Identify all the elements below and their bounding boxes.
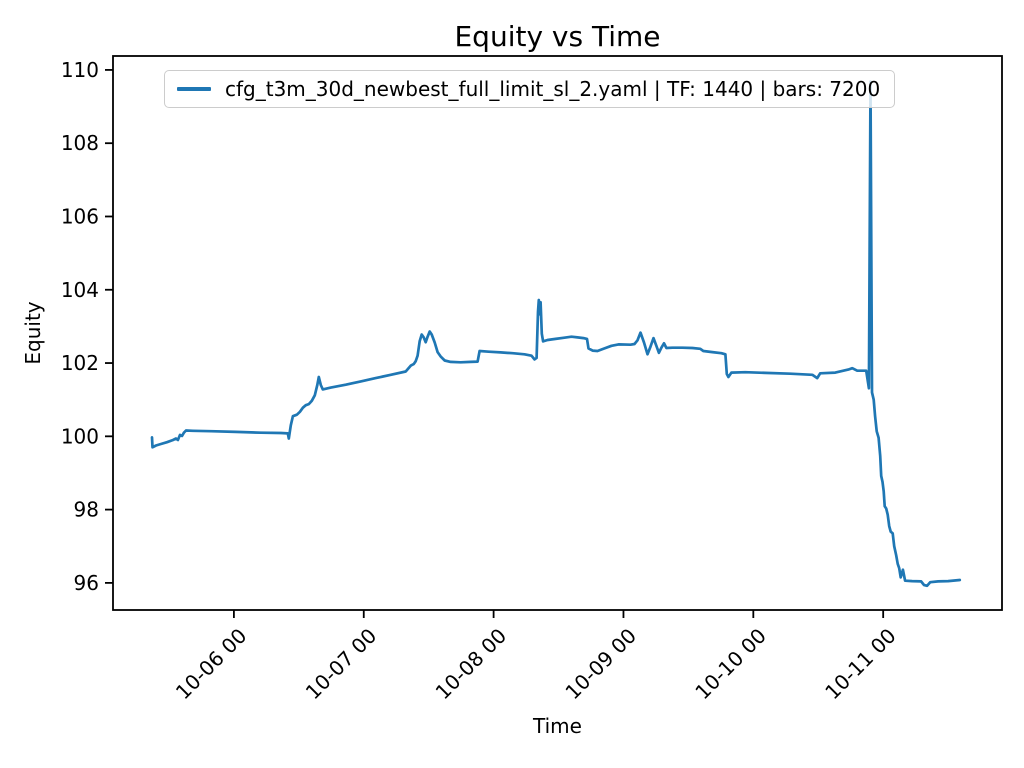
x-tick-label: 10-11 00	[820, 624, 901, 705]
y-tick-label: 110	[61, 58, 99, 82]
legend-line-sample	[177, 87, 211, 91]
y-tick-label: 96	[74, 571, 99, 595]
x-tick-label: 10-08 00	[431, 624, 512, 705]
x-tick-label: 10-07 00	[301, 624, 382, 705]
y-axis-label: Equity	[21, 301, 45, 365]
y-tick-label: 98	[74, 498, 99, 522]
y-tick-label: 102	[61, 351, 99, 375]
x-tick-label: 10-09 00	[560, 624, 641, 705]
chart-title: Equity vs Time	[454, 20, 661, 53]
y-tick-label: 104	[61, 278, 99, 302]
x-tick-label: 10-06 00	[171, 624, 252, 705]
y-tick-label: 100	[61, 424, 99, 448]
y-tick-label: 106	[61, 204, 99, 228]
legend: cfg_t3m_30d_newbest_full_limit_sl_2.yaml…	[164, 70, 896, 108]
x-axis-label: Time	[533, 714, 582, 738]
series-line	[150, 80, 962, 588]
plot-frame	[112, 55, 1003, 611]
y-tick-label: 108	[61, 131, 99, 155]
x-tick-label: 10-10 00	[690, 624, 771, 705]
legend-label: cfg_t3m_30d_newbest_full_limit_sl_2.yaml…	[225, 77, 881, 101]
